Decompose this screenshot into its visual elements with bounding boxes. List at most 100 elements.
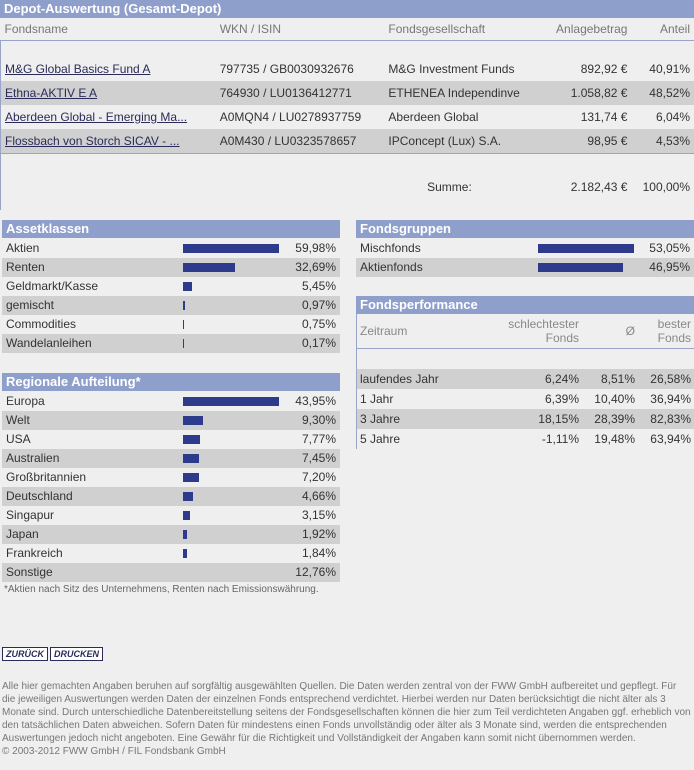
print-button[interactable]: DRUCKEN [50,647,103,661]
row-label: Singapur [6,508,55,522]
depot-table: Fondsname WKN / ISIN Fondsgesellschaft A… [0,18,694,210]
col-avg: Ø [582,314,638,349]
row-label: Frankreich [6,546,63,560]
distribution-row: Frankreich 1,84% [2,544,340,563]
row-value: 59,98% [295,241,336,255]
distribution-row: Australien 7,45% [2,449,340,468]
fund-amount: 892,92 € [580,62,628,76]
assetklassen-panel: Assetklassen Aktien 59,98% Renten 32,69% Gel… [2,220,340,353]
period: 1 Jahr [360,392,394,406]
share-bar [183,263,236,272]
share-bar [183,397,279,406]
worst-fund: 18,15% [538,412,579,426]
best-fund: 36,94% [650,392,691,406]
performance-table: Zeitraum schlechtester Fonds Ø bester Fo… [356,314,694,449]
regional-note: *Aktien nach Sitz des Unternehmens, Rent… [4,584,319,595]
share-bar [183,435,200,444]
assetklassen-title: Assetklassen [2,220,340,238]
fund-company: Aberdeen Global [388,110,479,124]
distribution-row: Renten 32,69% [2,258,340,277]
row-value: 43,95% [295,394,336,408]
regional-panel: Regionale Aufteilung* Europa 43,95% Welt 9,… [2,373,340,597]
fund-wkn-isin: A0MQN4 / LU0278937759 [219,110,362,124]
fund-share: 40,91% [649,62,690,76]
fund-share: 6,04% [655,110,690,124]
distribution-row: Mischfonds 53,05% [356,239,694,258]
period: 3 Jahre [360,412,401,426]
performance-row: laufendes Jahr 6,24% 8,51% 26,58% [356,369,694,389]
average: 10,40% [594,392,635,406]
footer: Alle hier gemachten Angaben beruhen auf … [2,680,692,758]
col-wkn: WKN / ISIN [215,18,385,41]
average: 28,39% [594,412,635,426]
fund-name-link[interactable]: Flossbach von Storch SICAV - ... [5,134,180,148]
row-value: 4,66% [301,489,336,503]
distribution-row: Deutschland 4,66% [2,487,340,506]
best-fund: 26,58% [650,372,691,386]
regional-title: Regionale Aufteilung* [2,373,340,391]
share-bar [183,301,185,310]
distribution-row: Geldmarkt/Kasse 5,45% [2,277,340,296]
distribution-row: gemischt 0,97% [2,296,340,315]
distribution-row: USA 7,77% [2,430,340,449]
fund-row: Flossbach von Storch SICAV - ... A0M430 /… [0,129,694,154]
row-value: 3,15% [301,508,336,522]
average: 8,51% [600,372,635,386]
row-label: Geldmarkt/Kasse [6,279,99,293]
col-anlagebetrag: Anlagebetrag [541,18,632,41]
disclaimer: Alle hier gemachten Angaben beruhen auf … [2,681,691,744]
depot-overview: Depot-Auswertung (Gesamt-Depot) Fondsnam… [0,0,694,210]
share-bar [183,492,194,501]
row-label: Mischfonds [360,241,421,255]
row-label: USA [6,432,31,446]
row-value: 53,05% [649,241,690,255]
distribution-row: Singapur 3,15% [2,506,340,525]
share-bar [538,244,634,253]
row-label: Australien [6,451,60,465]
period: 5 Jahre [360,432,401,446]
distribution-row: Aktien 59,98% [2,239,340,258]
fund-name-link[interactable]: Aberdeen Global - Emerging Ma... [5,110,188,124]
performance-title: Fondsperformance [356,296,694,314]
fondsgruppen-title: Fondsgruppen [356,220,694,238]
fund-name-link[interactable]: Ethna-AKTIV E A [5,86,98,100]
share-bar [183,339,184,348]
worst-fund: 6,24% [544,372,579,386]
row-label: Japan [6,527,39,541]
row-label: Großbritannien [6,470,87,484]
fund-name-cell: Ethna-AKTIV E A [0,81,216,105]
row-label: Sonstige [6,565,53,579]
fund-company: M&G Investment Funds [388,62,515,76]
average: 19,48% [594,432,635,446]
row-value: 0,75% [301,317,336,331]
row-value: 0,97% [301,298,336,312]
sum-share: 100,00% [642,180,690,194]
row-label: Europa [6,394,45,408]
row-label: Aktien [6,241,40,255]
button-bar: ZURÜCK DRUCKEN [2,646,105,661]
fund-amount: 131,74 € [580,110,628,124]
period: laufendes Jahr [360,372,439,386]
row-value: 9,30% [301,413,336,427]
copyright: © 2003-2012 FWW GmbH / FIL Fondsbank Gmb… [2,746,226,757]
fund-wkn-isin: 797735 / GB0030932676 [219,62,354,76]
col-fondsname: Fondsname [0,18,216,41]
fund-wkn-isin: A0M430 / LU0323578657 [219,134,357,148]
fund-share: 48,52% [649,86,690,100]
sum-label: Summe: [0,164,542,210]
share-bar [183,473,199,482]
col-zeitraum: Zeitraum [356,314,506,349]
row-value: 7,45% [301,451,336,465]
row-label: gemischt [6,298,55,312]
back-button[interactable]: ZURÜCK [2,647,48,661]
share-bar [183,320,185,329]
fund-name-cell: Aberdeen Global - Emerging Ma... [0,105,216,129]
fund-wkn-isin: 764930 / LU0136412771 [219,86,352,100]
row-label: Wandelanleihen [6,336,92,350]
fund-name-link[interactable]: M&G Global Basics Fund A [5,62,151,76]
col-anteil: Anteil [631,18,694,41]
distribution-row: Sonstige 12,76% [2,563,340,582]
row-value: 5,45% [301,279,336,293]
performance-panel: Fondsperformance Zeitraum schlechtester … [356,296,694,449]
row-label: Deutschland [6,489,73,503]
